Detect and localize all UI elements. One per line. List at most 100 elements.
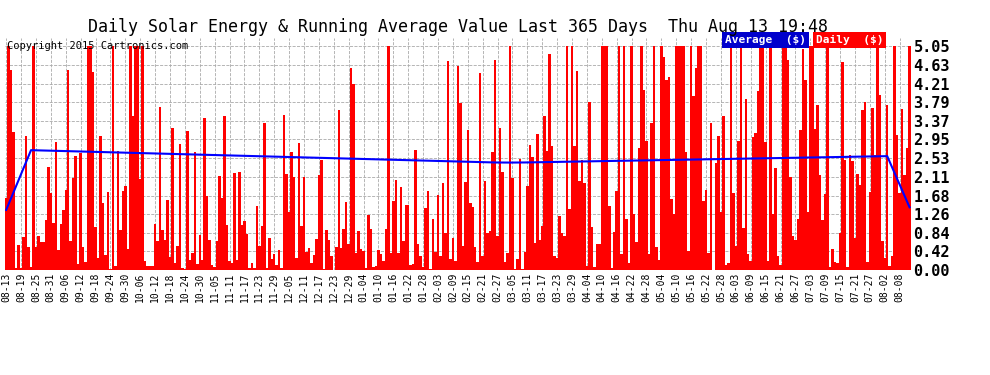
Bar	[79, 153, 82, 270]
Bar	[345, 202, 347, 270]
Bar	[194, 153, 196, 270]
Bar	[494, 60, 496, 270]
Bar	[581, 160, 583, 270]
Bar	[667, 77, 670, 270]
Bar	[176, 246, 178, 270]
Bar	[804, 80, 807, 270]
Bar	[54, 142, 57, 270]
Bar	[387, 46, 390, 270]
Bar	[10, 70, 13, 270]
Bar	[539, 240, 541, 270]
Bar	[183, 269, 186, 270]
Bar	[305, 252, 308, 270]
Bar	[234, 173, 236, 270]
Bar	[258, 246, 260, 270]
Bar	[529, 145, 531, 270]
Bar	[682, 46, 685, 270]
Bar	[8, 46, 10, 270]
Bar	[295, 258, 298, 270]
Bar	[104, 255, 107, 270]
Bar	[814, 129, 817, 270]
Bar	[204, 118, 206, 270]
Bar	[727, 263, 730, 270]
Bar	[357, 231, 359, 270]
Bar	[481, 256, 484, 270]
Bar	[343, 229, 345, 270]
Bar	[819, 175, 822, 270]
Bar	[33, 46, 35, 270]
Bar	[787, 60, 789, 270]
Bar	[553, 256, 556, 270]
Bar	[107, 192, 109, 270]
Text: Average  ($): Average ($)	[725, 35, 806, 45]
Bar	[534, 243, 536, 270]
Bar	[789, 177, 792, 270]
Bar	[38, 236, 40, 270]
Bar	[586, 266, 588, 270]
Bar	[747, 254, 749, 270]
Bar	[898, 193, 901, 270]
Bar	[556, 258, 558, 270]
Bar	[161, 230, 163, 270]
Bar	[901, 109, 903, 270]
Bar	[52, 223, 54, 270]
Bar	[325, 230, 328, 270]
Bar	[250, 263, 253, 270]
Bar	[20, 268, 23, 270]
Bar	[623, 46, 626, 270]
Bar	[288, 212, 290, 270]
Bar	[749, 261, 752, 270]
Bar	[265, 268, 268, 270]
Bar	[571, 46, 573, 270]
Bar	[868, 192, 871, 270]
Bar	[364, 268, 367, 270]
Bar	[655, 246, 657, 270]
Bar	[415, 150, 417, 270]
Bar	[40, 242, 43, 270]
Bar	[861, 110, 863, 270]
Bar	[817, 105, 819, 270]
Bar	[856, 174, 858, 270]
Bar	[226, 225, 229, 270]
Bar	[280, 268, 283, 270]
Bar	[759, 46, 762, 270]
Bar	[340, 248, 343, 270]
Bar	[576, 71, 578, 270]
Bar	[616, 191, 618, 270]
Bar	[320, 160, 323, 270]
Bar	[695, 68, 697, 270]
Bar	[308, 249, 310, 270]
Bar	[558, 216, 561, 270]
Bar	[871, 108, 873, 270]
Bar	[224, 116, 226, 270]
Bar	[99, 136, 102, 270]
Bar	[168, 256, 171, 270]
Bar	[315, 239, 318, 270]
Bar	[427, 191, 430, 270]
Bar	[64, 190, 67, 270]
Bar	[201, 261, 204, 270]
Bar	[665, 81, 667, 270]
Title: Daily Solar Energy & Running Average Value Last 365 Days  Thu Aug 13 19:48: Daily Solar Energy & Running Average Val…	[88, 18, 828, 36]
Bar	[769, 46, 772, 270]
Bar	[57, 250, 59, 270]
Bar	[738, 141, 740, 270]
Bar	[675, 46, 677, 270]
Bar	[92, 72, 94, 270]
Bar	[506, 253, 509, 270]
Bar	[206, 196, 209, 270]
Bar	[626, 219, 628, 270]
Bar	[153, 224, 156, 270]
Bar	[573, 146, 576, 270]
Bar	[367, 215, 370, 270]
Bar	[638, 148, 641, 270]
Bar	[720, 212, 722, 270]
Bar	[794, 240, 797, 270]
Bar	[846, 267, 848, 270]
Bar	[148, 266, 151, 270]
Bar	[797, 219, 799, 270]
Bar	[15, 268, 18, 270]
Bar	[410, 265, 412, 270]
Bar	[246, 234, 248, 270]
Bar	[827, 46, 829, 270]
